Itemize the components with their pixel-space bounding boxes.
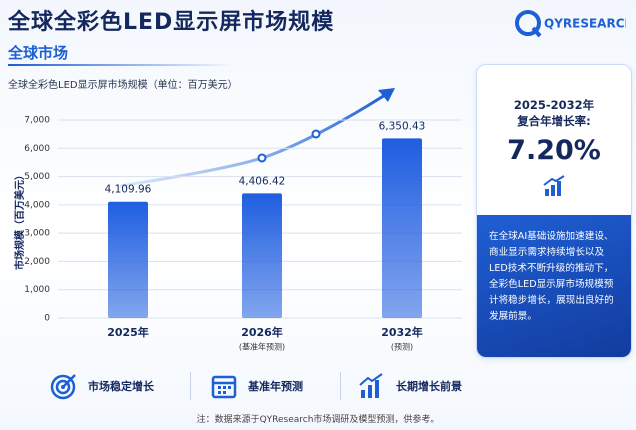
chart-subtitle: 全球全彩色LED显示屏市场规模（单位：百万美元） (8, 80, 238, 91)
y-tick-label: 2,000 (24, 257, 50, 267)
bar (242, 193, 282, 318)
growth-icon (359, 373, 383, 398)
feature-label: 基准年预测 (248, 380, 303, 393)
feature: 市场稳定增长 (50, 368, 154, 404)
calendar-icon (211, 375, 237, 399)
cagr-period: 2025-2032年 (513, 98, 595, 112)
section-title: 全球市场 (8, 44, 69, 62)
y-tick-label: 3,000 (24, 229, 50, 239)
footer-note: 注：数据来源于QYResearch市场调研及模型预测，供参考。 (196, 415, 440, 425)
bar (108, 201, 148, 318)
feature: 长期增长前景 (358, 368, 462, 404)
trend-dot (257, 153, 267, 163)
section-underline (8, 64, 233, 66)
x-tick-label: 2025年 (107, 325, 149, 339)
target-icon (50, 374, 76, 400)
y-tick-label: 0 (44, 314, 50, 324)
y-tick-label: 1,000 (24, 285, 50, 295)
separator (190, 372, 191, 400)
value-label: 4,109.96 (105, 184, 152, 196)
logo-mark: QYRESEARCH (515, 10, 635, 38)
x-tick-note: (预测) (391, 342, 413, 352)
x-tick-label: 2032年 (381, 325, 423, 339)
panel-description: 在全球AI基础设施加速建设、商业显示需求持续增长以及LED技术不断升级的推动下，… (477, 215, 631, 357)
logo: QYRESEARCH (514, 6, 635, 42)
cagr-panel: 2025-2032年 复合年增长率: 7.20% 在全球AI基础设施加速建设、商… (476, 64, 632, 358)
trend-dot (311, 129, 321, 139)
y-tick-label: 5,000 (24, 172, 50, 182)
cagr-label: 复合年增长率: (517, 114, 591, 128)
x-tick-note: (基准年预测) (239, 342, 285, 352)
logo-text: QYRESEARCH (544, 17, 626, 31)
cagr-box: 2025-2032年 复合年增长率: 7.20% (477, 65, 631, 215)
feature-label: 市场稳定增长 (88, 380, 154, 393)
growth-icon (543, 175, 565, 196)
y-tick-label: 7,000 (24, 116, 50, 126)
bar (382, 138, 422, 318)
y-tick-label: 4,000 (24, 200, 50, 210)
y-axis-label: 市场规模（百万美元） (13, 170, 26, 270)
feature-label: 长期增长前景 (396, 380, 462, 393)
feature: 基准年预测 (210, 368, 303, 404)
x-tick-label: 2026年 (241, 325, 283, 339)
feature-strip: 市场稳定增长 基准年预测 长期增长前景 (40, 368, 620, 404)
value-label: 4,406.42 (239, 175, 286, 187)
value-label: 6,350.43 (379, 120, 426, 132)
title: 全球全彩色LED显示屏市场规模 (8, 10, 335, 35)
chart: 市场规模（百万美元） 0 1,000 2,000 3,000 4,000 5,000 6,0… (13, 88, 462, 352)
trend-arrow (119, 93, 386, 188)
cagr-value: 7.20% (507, 135, 601, 166)
arrow-head (378, 88, 395, 102)
y-tick-label: 6,000 (24, 144, 50, 154)
separator (340, 372, 341, 400)
